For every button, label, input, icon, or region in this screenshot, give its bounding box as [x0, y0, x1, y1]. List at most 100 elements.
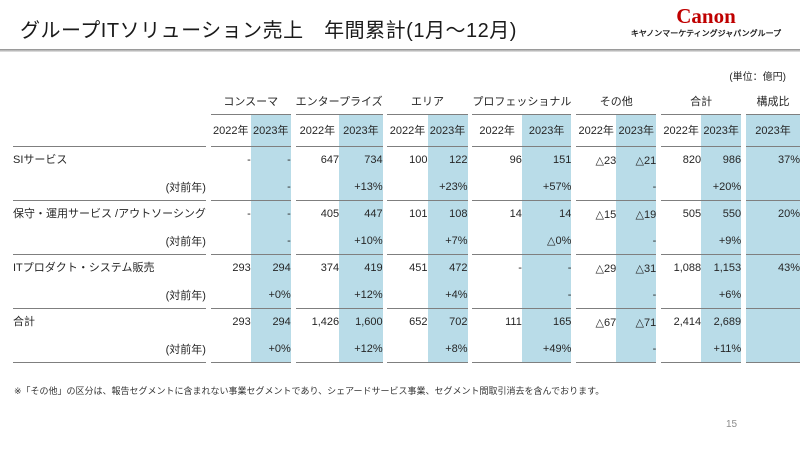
- canon-company-name: キヤノンマーケティングジャパングループ: [630, 29, 782, 38]
- year-header: 2023年: [616, 114, 657, 147]
- cell-value: △23: [595, 154, 617, 167]
- table-row-year-headers: 2022年 2023年 2022年 2023年 2022年 2023年 2022年 20…: [13, 114, 800, 147]
- year-header: 2023年: [339, 114, 383, 147]
- year-header: 2022年: [210, 114, 251, 147]
- table-row-maintenance-outsourcing: 保守・運用サービス /アウトソーシング -- 405 447 101 108 14 1…: [13, 200, 800, 228]
- cell-yoy: +10%: [339, 228, 383, 255]
- column-group-professional: プロフェッショナル: [472, 88, 572, 115]
- cell-yoy: +6%: [701, 282, 742, 309]
- column-group-consumer: コンスーマ: [210, 88, 291, 115]
- year-header: 2022年: [387, 114, 428, 147]
- cell-yoy: -: [616, 336, 657, 363]
- year-header: 2023年: [521, 114, 572, 147]
- row-label: 合計: [13, 316, 35, 329]
- table-row-total-yoy: (対前年) +0% +12% +8% +49% - +11%: [13, 336, 800, 363]
- column-group-other: その他: [576, 88, 657, 115]
- cell-yoy: -: [250, 228, 291, 255]
- cell-yoy: +20%: [701, 174, 742, 201]
- cell-value: 2,689: [701, 308, 742, 336]
- cell-value: 14: [521, 200, 572, 228]
- column-group-area: エリア: [387, 88, 468, 115]
- canon-logo: Canon キヤノンマーケティングジャパングループ: [626, 6, 786, 39]
- cell-yoy: +8%: [427, 336, 468, 363]
- cell-value: 108: [427, 200, 468, 228]
- table-row-maintenance-outsourcing-yoy: (対前年) - +10% +7% △0% - +9%: [13, 228, 800, 255]
- cell-yoy: +57%: [521, 174, 572, 201]
- page-number: 15: [726, 419, 738, 430]
- cell-value: 122: [427, 146, 468, 174]
- cell-value: △31: [616, 254, 657, 282]
- cell-value: -: [521, 254, 572, 282]
- cell-value: △67: [595, 316, 617, 329]
- cell-yoy: +0%: [250, 336, 291, 363]
- cell-yoy: +9%: [701, 228, 742, 255]
- cell-value: 451: [409, 262, 428, 275]
- cell-value: 2,414: [673, 316, 702, 329]
- table-row-total: 合計 293 294 1,426 1,600 652 702 111 165 △67 △7…: [13, 308, 800, 336]
- yoy-label: (対前年): [13, 228, 206, 255]
- cell-value: 986: [701, 146, 742, 174]
- cell-value: 96: [509, 154, 522, 167]
- cell-value: 1,153: [701, 254, 742, 282]
- cell-value: 505: [682, 208, 702, 221]
- year-header: 2022年: [576, 114, 617, 147]
- cell-value: 472: [427, 254, 468, 282]
- cell-value: 294: [250, 254, 291, 282]
- cell-value: -: [250, 146, 291, 174]
- column-group-enterprise: エンタープライズ: [295, 88, 383, 115]
- cell-value: 1,600: [339, 308, 383, 336]
- cell-yoy: +49%: [521, 336, 572, 363]
- table-row-si-service: SIサービス -- 647 734 100 122 96 151 △23 △21 820…: [13, 146, 800, 174]
- year-header: 2022年: [472, 114, 522, 147]
- sales-table: コンスーマ エンタープライズ エリア プロフェッショナル その他 合計 構成比 …: [13, 88, 800, 363]
- cell-ratio: 37%: [745, 146, 800, 174]
- year-header: 2022年: [295, 114, 340, 147]
- cell-yoy: +11%: [701, 336, 742, 363]
- unit-note: (単位：億円): [729, 72, 786, 83]
- cell-yoy: +12%: [339, 336, 383, 363]
- column-group-ratio: 構成比: [745, 88, 800, 115]
- yoy-label: (対前年): [13, 282, 206, 309]
- table-row-it-product-system-sales: ITプロダクト・システム販売 293 294 374 419 451 472 -- △…: [13, 254, 800, 282]
- cell-yoy: -: [616, 228, 657, 255]
- year-header: 2023年: [427, 114, 468, 147]
- cell-value: 294: [250, 308, 291, 336]
- year-header: 2023年: [745, 114, 800, 147]
- cell-value: 652: [409, 316, 428, 329]
- cell-value: 165: [521, 308, 572, 336]
- cell-value: 405: [320, 208, 340, 221]
- footnote: ※「その他」の区分は、報告セグメントに含まれない事業セグメントであり、シェアード…: [14, 386, 605, 396]
- yoy-label: (対前年): [13, 336, 206, 363]
- cell-value: △15: [595, 208, 617, 221]
- table-row-it-product-system-sales-yoy: (対前年) +0% +12% +4% - - +6%: [13, 282, 800, 309]
- table-row-si-service-yoy: (対前年) - +13% +23% +57% - +20%: [13, 174, 800, 201]
- cell-value: 374: [320, 262, 340, 275]
- table-row-group-headers: コンスーマ エンタープライズ エリア プロフェッショナル その他 合計 構成比: [13, 88, 800, 115]
- cell-yoy: +7%: [427, 228, 468, 255]
- cell-yoy: -: [521, 282, 572, 309]
- cell-value: -: [247, 154, 251, 167]
- cell-value: 1,426: [311, 316, 340, 329]
- cell-value: 151: [521, 146, 572, 174]
- cell-yoy: -: [616, 174, 657, 201]
- year-header: 2022年: [661, 114, 702, 147]
- title-divider: [0, 49, 800, 52]
- cell-value: 820: [682, 154, 702, 167]
- cell-value: 111: [505, 316, 522, 329]
- cell-value: △29: [595, 262, 617, 275]
- cell-value: -: [250, 200, 291, 228]
- cell-yoy: △0%: [521, 228, 572, 255]
- cell-value: 293: [232, 262, 251, 275]
- cell-ratio: 43%: [745, 254, 800, 282]
- cell-yoy: -: [250, 174, 291, 201]
- cell-value: △19: [616, 200, 657, 228]
- cell-yoy: +13%: [339, 174, 383, 201]
- cell-value: 419: [339, 254, 383, 282]
- cell-value: 702: [427, 308, 468, 336]
- cell-value: -: [247, 208, 251, 221]
- cell-yoy: +0%: [250, 282, 291, 309]
- slide-header: グループITソリューション売上 年間累計(1月～12月) Canon キヤノンマ…: [0, 0, 800, 49]
- cell-ratio: [745, 308, 800, 336]
- cell-value: 447: [339, 200, 383, 228]
- row-label: SIサービス: [13, 154, 68, 167]
